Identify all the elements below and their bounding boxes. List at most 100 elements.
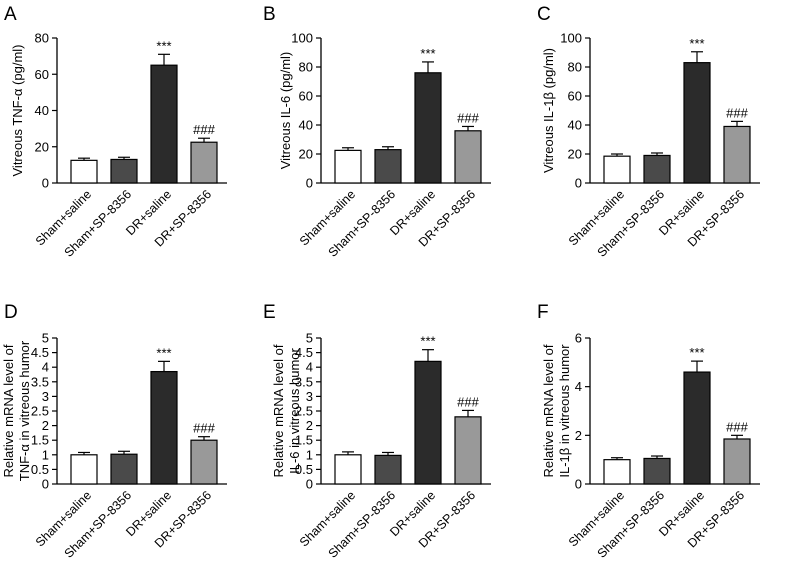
y-tick-label: 6 xyxy=(575,331,582,346)
y-tick-label: 1.5 xyxy=(295,433,313,448)
significance-annotation: ### xyxy=(457,394,479,409)
y-tick-label: 5 xyxy=(42,331,49,346)
y-tick-label: 0 xyxy=(575,477,582,492)
y-tick-label: 20 xyxy=(568,147,582,162)
bar-dr-saline xyxy=(683,371,711,485)
y-tick-label: 80 xyxy=(568,60,582,75)
panel-label: C xyxy=(537,4,551,25)
bar-sham-saline xyxy=(334,454,362,485)
y-tick-label: 2 xyxy=(42,418,49,433)
y-tick-label: 0 xyxy=(42,477,49,492)
y-tick-label: 2 xyxy=(306,418,313,433)
y-tick-label: 0 xyxy=(306,176,313,191)
y-axis-label-line: TNF-α in vitreous humor xyxy=(17,340,32,481)
significance-annotation: ### xyxy=(457,110,479,125)
bar-dr-sp-8356 xyxy=(454,130,482,184)
bar-dr-sp-8356 xyxy=(723,438,751,485)
panel-label: D xyxy=(4,302,18,323)
panel-d: D 00.511.522.533.544.55 Relative mRNA leve… xyxy=(1,302,227,561)
y-tick-label: 3.5 xyxy=(295,374,313,389)
y-tick-label: 4 xyxy=(575,379,582,394)
y-tick-label: 40 xyxy=(568,118,582,133)
y-tick-label: 0.5 xyxy=(31,462,49,477)
bar-sham-sp-8356 xyxy=(643,154,671,184)
bar-sham-saline xyxy=(603,459,631,485)
bar-dr-saline xyxy=(150,64,178,184)
y-tick-label: 20 xyxy=(299,147,313,162)
significance-annotation: *** xyxy=(689,36,704,51)
y-tick-label: 1.5 xyxy=(31,433,49,448)
bar-sham-sp-8356 xyxy=(643,457,671,485)
y-tick-label: 0 xyxy=(306,477,313,492)
bar-sham-saline xyxy=(70,454,98,485)
y-tick-label: 5 xyxy=(306,331,313,346)
bar-sham-saline xyxy=(603,155,631,184)
bar-sham-sp-8356 xyxy=(110,453,138,485)
y-tick-label: 3 xyxy=(306,389,313,404)
bar-sham-sp-8356 xyxy=(374,454,402,485)
y-axis-label-line: Relative mRNA level of xyxy=(1,344,16,477)
significance-annotation: *** xyxy=(689,345,704,360)
bar-dr-saline xyxy=(414,72,442,184)
y-axis-label-line: Relative mRNA level of xyxy=(541,344,556,477)
y-tick-label: 80 xyxy=(35,31,49,46)
bar-dr-sp-8356 xyxy=(454,416,482,485)
y-tick-label: 20 xyxy=(35,139,49,154)
y-tick-label: 3 xyxy=(42,389,49,404)
y-tick-label: 2 xyxy=(575,428,582,443)
y-axis-label: Vitreous TNF-α (pg/ml) xyxy=(10,44,25,176)
y-tick-label: 2.5 xyxy=(295,404,313,419)
y-tick-label: 100 xyxy=(291,31,313,46)
panel-label: F xyxy=(537,302,549,323)
panel-label: E xyxy=(263,302,276,323)
y-tick-label: 4 xyxy=(306,360,313,375)
bar-dr-saline xyxy=(683,62,711,184)
y-tick-label: 0 xyxy=(42,176,49,191)
y-tick-label: 100 xyxy=(560,31,582,46)
bar-dr-sp-8356 xyxy=(723,125,751,184)
bar-dr-sp-8356 xyxy=(190,439,218,485)
y-tick-label: 0.5 xyxy=(295,462,313,477)
y-tick-label: 4.5 xyxy=(295,345,313,360)
significance-annotation: ### xyxy=(726,105,748,120)
significance-annotation: *** xyxy=(156,345,171,360)
y-tick-label: 60 xyxy=(35,67,49,82)
bar-dr-sp-8356 xyxy=(190,141,218,184)
y-tick-label: 2.5 xyxy=(31,404,49,419)
y-tick-label: 60 xyxy=(568,89,582,104)
y-axis-label-line: IL-1β in vitreous humor xyxy=(557,344,572,478)
y-tick-label: 1 xyxy=(306,447,313,462)
y-axis-label: Vitreous IL-6 (pg/ml) xyxy=(278,52,293,170)
y-axis-label: Vitreous IL-1β (pg/ml) xyxy=(541,48,556,173)
y-tick-label: 40 xyxy=(299,118,313,133)
y-tick-label: 0 xyxy=(575,176,582,191)
panel-label: A xyxy=(4,4,17,25)
significance-annotation: *** xyxy=(420,46,435,61)
significance-annotation: *** xyxy=(156,38,171,53)
bar-dr-saline xyxy=(150,370,178,485)
significance-annotation: *** xyxy=(420,334,435,349)
bar-sham-sp-8356 xyxy=(374,149,402,184)
significance-annotation: ### xyxy=(726,419,748,434)
y-tick-label: 3.5 xyxy=(31,374,49,389)
y-tick-label: 4 xyxy=(42,360,49,375)
y-tick-label: 80 xyxy=(299,60,313,75)
significance-annotation: ### xyxy=(193,421,215,436)
bar-sham-saline xyxy=(70,159,98,184)
y-tick-label: 60 xyxy=(299,89,313,104)
panel-e: E 00.511.522.533.544.55 Relative mRNA leve… xyxy=(263,302,491,561)
panel-f: F 0 2 4 6 Relative mRNA level of IL-1β in vitr… xyxy=(537,302,760,561)
panel-label: B xyxy=(263,4,276,25)
bar-sham-saline xyxy=(334,149,362,184)
y-axis-label-line: Relative mRNA level of xyxy=(271,344,286,477)
y-tick-label: 1 xyxy=(42,447,49,462)
y-axis-label-line: IL-6 in vitreous humor xyxy=(287,347,302,473)
bar-dr-saline xyxy=(414,360,442,485)
y-tick-label: 40 xyxy=(35,103,49,118)
significance-annotation: ### xyxy=(193,122,215,137)
y-tick-label: 4.5 xyxy=(31,345,49,360)
